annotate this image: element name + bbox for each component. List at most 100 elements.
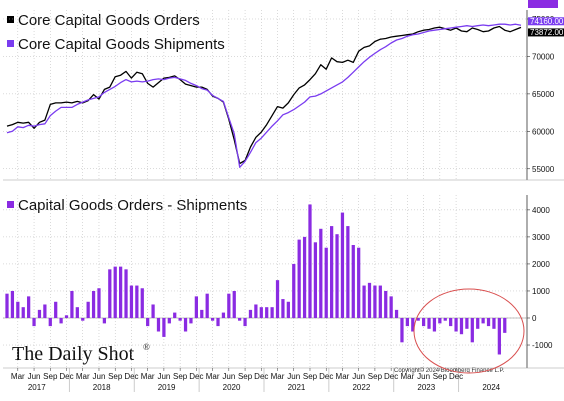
diff-bar: [497, 317, 501, 355]
diff-bar: [313, 242, 318, 318]
diff-bar: [135, 285, 139, 318]
diff-bar: [48, 317, 52, 327]
diff-bar: [21, 307, 25, 318]
x-tick-label: Sep: [108, 372, 123, 381]
diff-bar: [275, 280, 280, 318]
diff-bar: [81, 317, 85, 321]
diff-bar: [459, 317, 464, 335]
x-tick-label: Mar: [141, 372, 155, 381]
diff-bar: [400, 317, 404, 343]
diff-bar: [481, 317, 485, 324]
diff-bar: [129, 285, 134, 318]
diff-bar: [405, 317, 410, 327]
diff-bar: [492, 317, 496, 329]
diff-bar: [167, 317, 171, 324]
diff-bar: [416, 317, 420, 321]
x-tick-label: Dec: [189, 372, 203, 381]
x-tick-label: Mar: [76, 372, 90, 381]
orders-line: [6, 25, 522, 165]
diff-bar: [70, 290, 74, 318]
year-label: 2020: [223, 383, 241, 392]
year-label: 2023: [417, 383, 435, 392]
diff-bar: [449, 317, 453, 327]
brand-name: The Daily Shot: [12, 343, 135, 365]
diff-bar: [443, 317, 447, 321]
y-tick-label: 3000: [532, 233, 550, 242]
diff-bar: [221, 312, 226, 318]
x-tick-label: Dec: [124, 372, 138, 381]
year-label: 2021: [288, 383, 306, 392]
x-tick-label: Jun: [417, 372, 430, 381]
diff-bar: [140, 288, 144, 318]
orders-legend-label: Core Capital Goods Orders: [18, 12, 200, 29]
diff-bar: [27, 296, 31, 318]
shipments-line: [6, 23, 522, 168]
diff-bar: [173, 312, 177, 318]
diff-bar: [54, 301, 58, 318]
x-tick-label: Sep: [368, 372, 383, 381]
diff-bar: [324, 247, 328, 318]
diff-bar: [265, 307, 269, 318]
diff-bar: [248, 309, 253, 318]
x-tick-label: Sep: [238, 372, 253, 381]
x-tick-label: Mar: [336, 372, 350, 381]
orders-last-badge: [528, 28, 564, 37]
diff-bar: [357, 247, 361, 318]
x-tick-label: Dec: [384, 372, 398, 381]
diff-bar: [200, 309, 204, 318]
diff-bar: [227, 293, 231, 318]
diff-bar: [32, 317, 36, 327]
annotation-ellipse: [413, 288, 525, 374]
diff-bar: [384, 290, 388, 318]
diff-bar: [43, 304, 47, 318]
diff-bar: [394, 309, 399, 318]
diff-bar: [162, 317, 166, 337]
diff-legend-label: Capital Goods Orders - Shipments: [18, 197, 247, 214]
x-tick-label: Sep: [43, 372, 58, 381]
diff-bar: [5, 293, 9, 318]
diff-bar: [470, 317, 474, 343]
diff-bar: [64, 315, 69, 318]
y-tick-label: -1000: [532, 341, 553, 350]
diff-bar: [465, 317, 469, 329]
diff-bar: [178, 317, 182, 321]
diff-bar: [124, 269, 128, 318]
diff-bar: [216, 317, 220, 327]
x-tick-label: Mar: [400, 372, 414, 381]
diff-bar: [151, 304, 155, 318]
y-tick-label: 55000: [532, 165, 555, 174]
diff-legend-swatch: [7, 201, 14, 208]
diff-bar: [378, 285, 382, 318]
diff-bar: [286, 301, 290, 318]
orders-legend-swatch: [7, 16, 14, 23]
x-tick-label: Mar: [206, 372, 220, 381]
diff-bar: [210, 317, 215, 321]
diff-bar: [367, 282, 372, 318]
x-tick-label: Jun: [222, 372, 235, 381]
x-tick-label: Mar: [11, 372, 25, 381]
y-tick-label: 70000: [532, 52, 555, 61]
diff-bar: [362, 285, 366, 318]
diff-bar: [16, 301, 20, 318]
y-tick-label: 65000: [532, 90, 555, 99]
shipments-last-badge: [528, 17, 564, 26]
diff-bar: [335, 234, 339, 318]
diff-bar: [340, 212, 345, 318]
diff-bar: [232, 290, 236, 318]
brand-mark: ®: [143, 342, 150, 352]
diff-bar: [346, 226, 350, 318]
diff-bar: [373, 285, 377, 318]
year-label: 2022: [352, 383, 370, 392]
diff-bar: [194, 296, 198, 318]
diff-bar: [281, 299, 285, 318]
diff-bar: [118, 266, 123, 318]
x-tick-label: Jun: [287, 372, 300, 381]
shipments-legend-swatch: [7, 40, 14, 47]
diff-bar: [421, 317, 426, 327]
shipments-last-value: 74160.00: [530, 17, 564, 26]
diff-bar: [351, 245, 355, 318]
y-tick-label: 0: [532, 314, 537, 323]
year-label: 2017: [28, 383, 46, 392]
